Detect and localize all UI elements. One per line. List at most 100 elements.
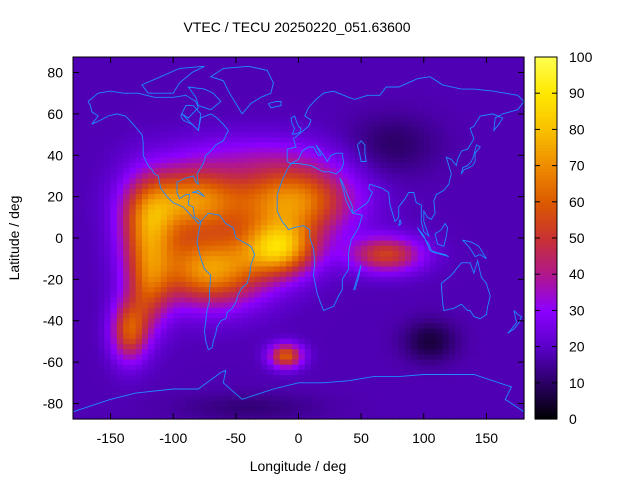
heatmap-cell: [248, 75, 256, 81]
heatmap-cell: [98, 204, 105, 211]
heatmap-cell: [217, 152, 224, 159]
heatmap-cell: [348, 369, 356, 376]
heatmap-cell: [292, 292, 300, 299]
heatmap-cell: [486, 235, 494, 242]
heatmap-cell: [123, 411, 130, 418]
heatmap-cell: [223, 204, 231, 211]
heatmap-cell: [329, 111, 337, 118]
heatmap-cell: [292, 271, 300, 278]
heatmap-cell: [398, 256, 406, 262]
heatmap-cell: [367, 281, 375, 288]
heatmap-cell: [154, 163, 162, 169]
heatmap-cell: [217, 406, 224, 412]
heatmap-cell: [235, 318, 243, 324]
heatmap-cell: [386, 390, 394, 397]
heatmap-cell: [141, 323, 149, 330]
heatmap-cell: [304, 168, 312, 174]
heatmap-cell: [404, 292, 412, 299]
heatmap-cell: [342, 287, 350, 293]
heatmap-cell: [141, 111, 149, 118]
heatmap-cell: [455, 271, 462, 278]
heatmap-cell: [417, 240, 425, 247]
heatmap-cell: [386, 194, 394, 200]
heatmap-cell: [473, 225, 481, 231]
heatmap-cell: [129, 276, 137, 283]
heatmap-cell: [361, 131, 368, 138]
heatmap-cell: [154, 333, 162, 340]
heatmap-cell: [430, 328, 437, 335]
heatmap-cell: [179, 126, 187, 133]
heatmap-cell: [505, 157, 513, 164]
heatmap-cell: [436, 178, 444, 185]
heatmap-cell: [311, 230, 318, 237]
heatmap-cell: [404, 380, 412, 386]
heatmap-cell: [436, 209, 444, 216]
heatmap-cell: [467, 116, 475, 123]
heatmap-cell: [273, 225, 281, 231]
heatmap-cell: [260, 359, 268, 366]
heatmap-cell: [473, 204, 481, 211]
heatmap-cell: [436, 292, 444, 299]
heatmap-cell: [417, 178, 425, 185]
heatmap-cell: [373, 349, 381, 355]
heatmap-cell: [116, 312, 124, 319]
heatmap-cell: [229, 364, 237, 371]
heatmap-cell: [198, 297, 206, 304]
heatmap-cell: [91, 75, 99, 81]
heatmap-cell: [317, 395, 325, 402]
heatmap-cell: [304, 261, 312, 268]
heatmap-cell: [392, 266, 400, 273]
heatmap-cell: [317, 168, 325, 174]
heatmap-cell: [461, 214, 469, 221]
heatmap-cell: [229, 173, 237, 180]
heatmap-cell: [166, 354, 174, 361]
heatmap-cell: [279, 214, 287, 221]
heatmap-cell: [317, 344, 325, 350]
heatmap-cell: [517, 131, 525, 138]
heatmap-cell: [492, 194, 500, 200]
heatmap-cell: [317, 225, 325, 231]
heatmap-cell: [141, 281, 149, 288]
heatmap-cell: [85, 411, 93, 418]
heatmap-cell: [436, 380, 444, 386]
heatmap-cell: [492, 307, 500, 314]
heatmap-cell: [392, 344, 400, 350]
heatmap-cell: [85, 230, 93, 237]
heatmap-cell: [467, 214, 475, 221]
heatmap-cell: [511, 163, 519, 169]
heatmap-cell: [141, 75, 149, 81]
heatmap-cell: [248, 281, 256, 288]
heatmap-cell: [210, 245, 218, 252]
heatmap-cell: [73, 64, 80, 71]
heatmap-cell: [461, 281, 469, 288]
heatmap-cell: [467, 395, 475, 402]
heatmap-cell: [204, 100, 212, 107]
heatmap-cell: [373, 80, 381, 87]
heatmap-cell: [511, 338, 519, 345]
heatmap-cell: [285, 318, 293, 324]
heatmap-cell: [116, 359, 124, 366]
heatmap-cell: [135, 250, 143, 257]
heatmap-cell: [292, 75, 300, 81]
heatmap-cell: [354, 359, 362, 366]
heatmap-cell: [455, 307, 462, 314]
heatmap-cell: [198, 157, 206, 164]
heatmap-cell: [248, 199, 256, 205]
heatmap-cell: [116, 214, 124, 221]
heatmap-cell: [304, 209, 312, 216]
heatmap-cell: [85, 256, 93, 262]
heatmap-cell: [79, 116, 87, 123]
heatmap-cell: [361, 194, 368, 200]
heatmap-cell: [473, 199, 481, 205]
heatmap-cell: [442, 100, 450, 107]
heatmap-cell: [192, 385, 199, 392]
heatmap-cell: [104, 245, 112, 252]
heatmap-cell: [141, 69, 149, 76]
heatmap-cell: [467, 276, 475, 283]
heatmap-cell: [267, 271, 275, 278]
heatmap-cell: [361, 261, 368, 268]
heatmap-cell: [185, 57, 193, 61]
heatmap-cell: [267, 240, 275, 247]
heatmap-cell: [129, 261, 137, 268]
heatmap-cell: [235, 204, 243, 211]
